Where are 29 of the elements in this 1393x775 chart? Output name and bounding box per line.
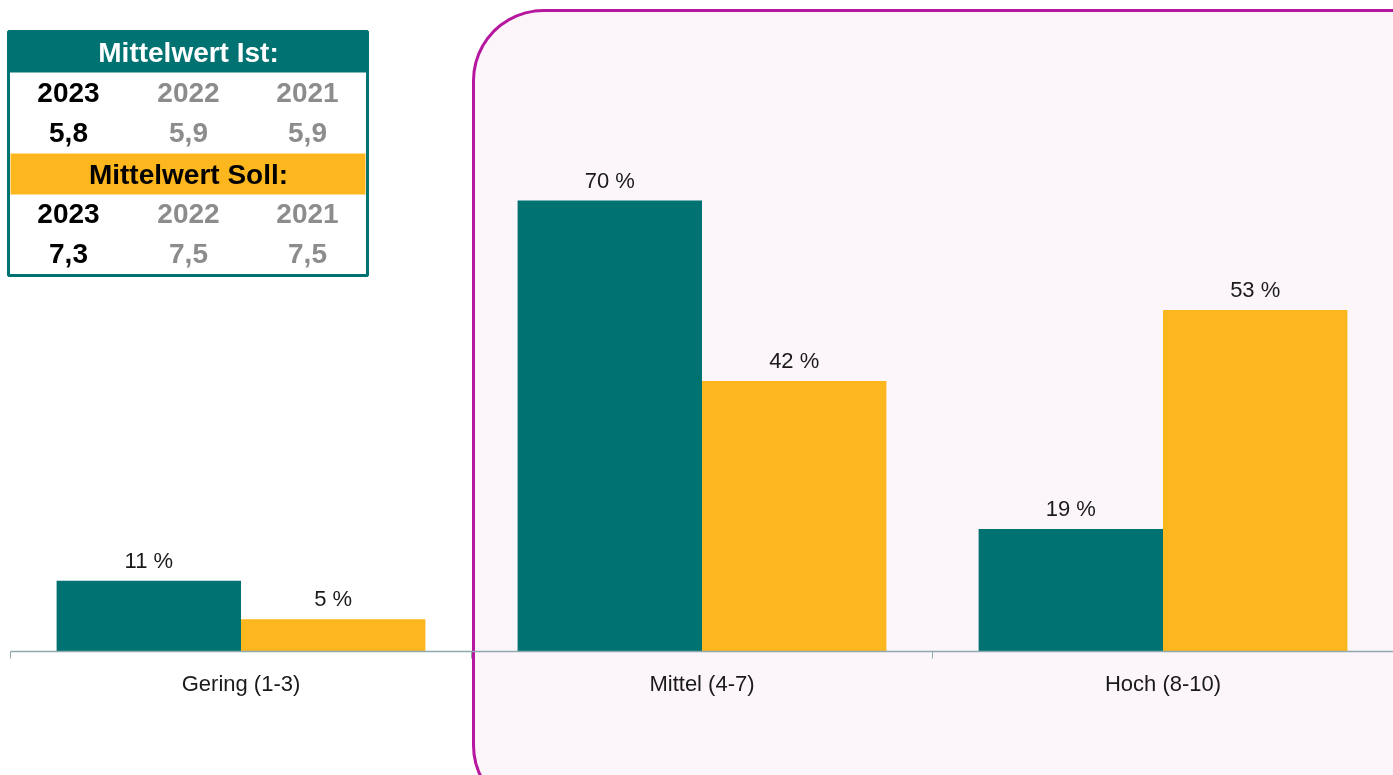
- text: Mittelwert Ist:: [98, 37, 279, 68]
- annotation: 7,5: [169, 238, 208, 269]
- bar: [978, 529, 1163, 652]
- data-label: 42 %: [769, 347, 820, 373]
- data-label: 11 %: [124, 547, 174, 573]
- x-tick-label: Gering (1-3): [181, 671, 301, 696]
- bar: [517, 200, 702, 652]
- annotation: 7,3: [49, 238, 88, 269]
- text: 2021: [276, 77, 339, 108]
- x-tick-label: Hoch (8-10): [1104, 671, 1222, 696]
- data-label: 19 %: [1045, 496, 1096, 522]
- text: 5,9: [169, 117, 208, 148]
- text: 5,9: [288, 117, 327, 148]
- annotation: 2023: [37, 198, 100, 229]
- data-label: 5 %: [314, 586, 353, 612]
- annotation: 2022: [157, 198, 220, 229]
- annotation: 7,5: [288, 238, 327, 269]
- data-label: 70 %: [584, 167, 635, 193]
- bar: [1163, 310, 1348, 652]
- bar: [702, 380, 887, 652]
- bar: [56, 580, 241, 652]
- text: Mittelwert Soll:: [88, 159, 289, 190]
- x-tick-label: Mittel (4-7): [649, 671, 755, 696]
- text: 5,8: [49, 117, 88, 148]
- bar: [241, 619, 426, 652]
- text: 2022: [157, 77, 220, 108]
- annotation: 2021: [276, 198, 339, 229]
- text: 2023: [37, 77, 100, 108]
- data-label: 53 %: [1230, 277, 1281, 303]
